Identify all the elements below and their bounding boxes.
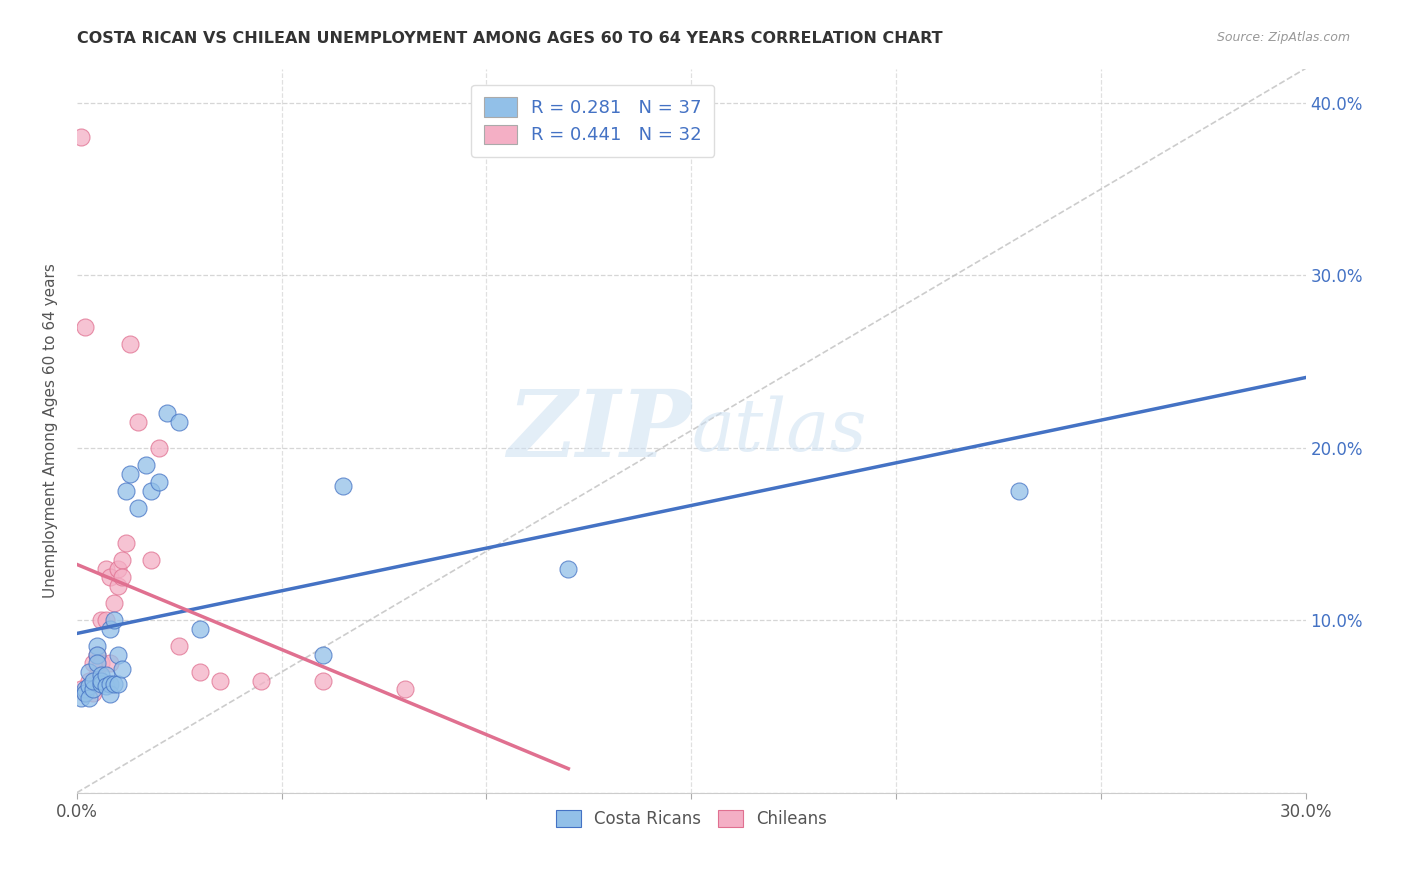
Point [98, 677, 121, 691]
Text: ZIP: ZIP [508, 385, 692, 475]
Point [98, 622, 121, 636]
Point [94, 613, 117, 627]
Point [94, 561, 117, 575]
Y-axis label: Unemployment Among Ages 60 to 64 years: Unemployment Among Ages 60 to 64 years [44, 263, 58, 598]
Point [107, 677, 129, 691]
Point [73, 686, 96, 700]
Point [557, 561, 579, 575]
Point [107, 648, 129, 662]
Point [103, 613, 125, 627]
Point [127, 415, 149, 429]
Point [82, 686, 104, 700]
Point [86, 639, 108, 653]
Point [311, 648, 333, 662]
Point [70, 690, 93, 705]
Point [139, 483, 162, 498]
Point [70, 130, 93, 145]
Point [120, 467, 142, 481]
Point [77, 673, 100, 688]
Point [103, 677, 125, 691]
Point [90, 673, 112, 688]
Point [167, 639, 190, 653]
Point [156, 406, 179, 420]
Point [111, 661, 134, 675]
Point [115, 483, 138, 498]
Point [115, 535, 138, 549]
Point [73, 320, 96, 334]
Point [250, 673, 273, 688]
Point [98, 657, 121, 671]
Point [86, 648, 108, 662]
Point [82, 682, 104, 697]
Point [394, 682, 416, 697]
Point [70, 682, 93, 697]
Text: Source: ZipAtlas.com: Source: ZipAtlas.com [1216, 31, 1350, 45]
Point [107, 579, 129, 593]
Point [94, 679, 117, 693]
Point [111, 553, 134, 567]
Point [98, 687, 121, 701]
Point [188, 622, 211, 636]
Point [188, 665, 211, 679]
Point [90, 668, 112, 682]
Point [209, 673, 232, 688]
Point [120, 337, 142, 351]
Point [90, 657, 112, 671]
Point [77, 679, 100, 693]
Point [311, 673, 333, 688]
Point [86, 648, 108, 662]
Point [1008, 483, 1031, 498]
Point [135, 458, 157, 472]
Point [148, 441, 170, 455]
Legend: Costa Ricans, Chileans: Costa Ricans, Chileans [548, 804, 834, 835]
Point [98, 570, 121, 584]
Point [103, 596, 125, 610]
Point [111, 570, 134, 584]
Text: atlas: atlas [692, 395, 866, 466]
Point [94, 668, 117, 682]
Point [139, 553, 162, 567]
Point [82, 657, 104, 671]
Point [127, 501, 149, 516]
Point [77, 679, 100, 693]
Point [90, 613, 112, 627]
Point [77, 665, 100, 679]
Text: COSTA RICAN VS CHILEAN UNEMPLOYMENT AMONG AGES 60 TO 64 YEARS CORRELATION CHART: COSTA RICAN VS CHILEAN UNEMPLOYMENT AMON… [77, 31, 943, 46]
Point [82, 673, 104, 688]
Point [148, 475, 170, 490]
Point [107, 561, 129, 575]
Point [90, 677, 112, 691]
Point [86, 657, 108, 671]
Point [77, 690, 100, 705]
Point [86, 668, 108, 682]
Point [332, 479, 354, 493]
Point [73, 682, 96, 697]
Point [73, 686, 96, 700]
Point [167, 415, 190, 429]
